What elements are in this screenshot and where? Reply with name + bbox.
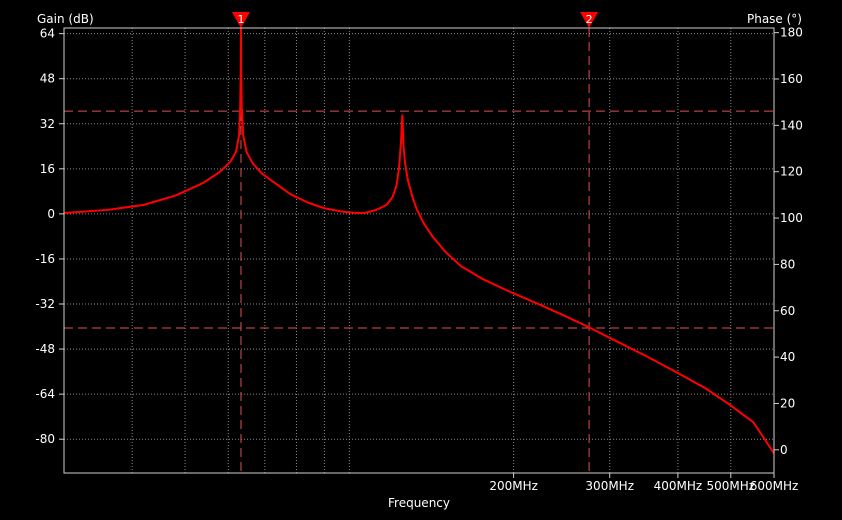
left-tick-label: 48 [40,72,55,86]
right-tick-label: 180 [780,26,803,40]
left-tick-label: -48 [35,342,55,356]
right-tick-label: 160 [780,72,803,86]
left-tick-label: -16 [35,252,55,266]
left-tick-label: -80 [35,432,55,446]
right-tick-label: 80 [780,257,795,271]
x-tick-label: 500MHz [706,479,755,493]
marker-label: 2 [586,13,593,26]
left-tick-label: 64 [40,27,55,41]
right-tick-label: 60 [780,304,795,318]
x-tick-label: 400MHz [654,479,703,493]
x-tick-label: 200MHz [489,479,538,493]
right-tick-label: 40 [780,350,795,364]
x-tick-label: 600MHz [750,479,799,493]
gain-trace-line [63,27,775,454]
grid [64,28,774,473]
left-tick-label: 0 [47,207,55,221]
right-tick-label: 140 [780,118,803,132]
x-tick-label: 300MHz [585,479,634,493]
marker-flag [231,12,250,28]
right-tick-label: 120 [780,165,803,179]
marker-1[interactable]: 1 [231,12,250,28]
right-tick-label: 20 [780,396,795,410]
right-tick-label: 0 [780,443,788,457]
left-tick-label: 32 [40,117,55,131]
plot-frame [63,27,775,474]
marker-2[interactable]: 2 [580,12,599,28]
right-axis-title: Phase (°) [746,12,802,26]
left-tick-label: 16 [40,162,55,176]
left-tick-label: -64 [35,387,55,401]
marker-label: 1 [237,13,244,26]
axis-ticks: 644832160-16-32-48-64-801801601401201008… [35,26,803,493]
left-axis-title: Gain (dB) [37,12,94,26]
left-tick-label: -32 [35,297,55,311]
marker-flag [580,12,599,28]
x-axis-title: Frequency [388,496,450,510]
reference-lines [64,28,774,473]
gain-trace [63,27,775,454]
right-tick-label: 100 [780,211,803,225]
